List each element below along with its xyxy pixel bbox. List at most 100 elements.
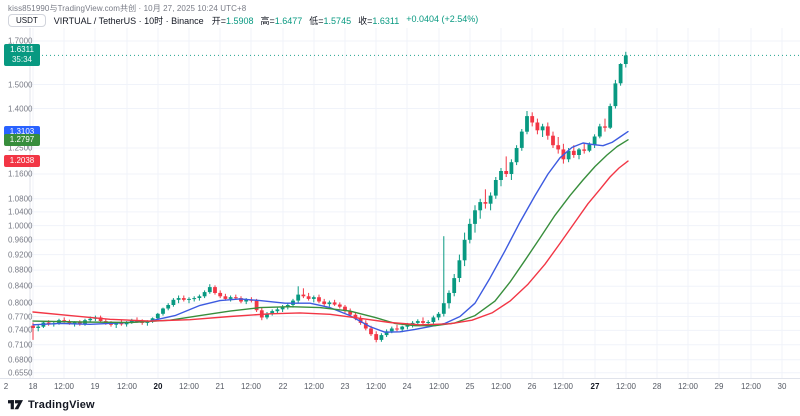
candle-body xyxy=(384,331,389,336)
price-tick-label: 0.8400 xyxy=(8,281,33,291)
candle-body xyxy=(608,106,613,128)
candle-body xyxy=(275,309,280,312)
price-tick-label: 1.4000 xyxy=(8,104,33,113)
candle-body xyxy=(67,322,72,324)
time-tick-label: 19 xyxy=(90,382,100,391)
candle-body xyxy=(509,162,514,174)
candle-body xyxy=(488,195,493,204)
candle-body xyxy=(166,305,171,309)
time-tick-label: 12:00 xyxy=(365,382,387,391)
candle-body xyxy=(244,299,249,302)
time-tick-label: 12:00 xyxy=(428,382,450,391)
time-tick-label: 23 xyxy=(340,382,350,391)
price-tick-label: 0.6550 xyxy=(8,368,33,378)
time-tick-label: 30 xyxy=(777,382,787,391)
candle-body xyxy=(327,302,332,305)
candlestick-chart[interactable] xyxy=(0,28,800,378)
candle-body xyxy=(192,298,197,300)
time-tick-label: 2 xyxy=(3,382,9,391)
time-tick-label: 26 xyxy=(527,382,537,391)
tradingview-logo-icon[interactable] xyxy=(8,399,23,412)
time-tick-label: 25 xyxy=(465,382,475,391)
time-tick-label: 12:00 xyxy=(178,382,200,391)
price-tick-label: 1.0800 xyxy=(8,194,33,204)
candle-body xyxy=(187,298,191,300)
candle-body xyxy=(493,180,498,196)
candle-body xyxy=(301,294,306,297)
candle-body xyxy=(150,318,155,321)
low-value: 低=1.5745 xyxy=(309,16,352,26)
price-tick-label: 0.7100 xyxy=(8,340,33,350)
price-tick-label: 1.0400 xyxy=(8,207,33,217)
time-tick-label: 12:00 xyxy=(740,382,762,391)
candle-body xyxy=(311,297,316,299)
price-tick-label: 0.8800 xyxy=(8,265,33,275)
candle-body xyxy=(228,297,233,299)
candle-body xyxy=(72,322,77,324)
price-tick-label: 1.2500 xyxy=(8,143,33,153)
candle-body xyxy=(462,239,467,261)
time-axis[interactable]: 2 18 12:00 19 12:00 20 12:00 21 12:00 22 12:00 23 12… xyxy=(0,378,800,395)
time-tick-label: 21 xyxy=(215,382,225,391)
time-tick-label: 12:00 xyxy=(53,382,75,391)
candle-body xyxy=(36,326,41,328)
candle-body xyxy=(129,320,134,322)
price-tick-label: 0.9600 xyxy=(8,235,33,245)
footer-bar: TradingView xyxy=(0,394,800,416)
candle-body xyxy=(400,326,405,330)
candle-body xyxy=(431,317,436,322)
candle-body xyxy=(353,314,358,319)
candle-body xyxy=(530,116,535,123)
currency-toggle-button[interactable]: USDT xyxy=(8,14,46,27)
time-tick-label: 12:00 xyxy=(303,382,325,391)
candle-body xyxy=(270,311,275,314)
candle-body xyxy=(202,292,207,297)
symbol-title[interactable]: VIRTUAL / TetherUS · 10时 · Binance xyxy=(53,16,204,26)
candle-body xyxy=(337,304,342,307)
time-tick-label: 22 xyxy=(278,382,288,391)
candle-body xyxy=(197,296,202,298)
candle-body xyxy=(363,322,368,329)
time-tick-label: 29 xyxy=(714,382,724,391)
candle-body xyxy=(582,149,587,151)
candle-body xyxy=(285,305,290,307)
candle-body xyxy=(421,321,425,323)
time-tick-label: 12:00 xyxy=(490,382,512,391)
candle-body xyxy=(223,296,228,299)
candle-body xyxy=(457,260,462,278)
price-tick-label: 0.6800 xyxy=(8,355,33,365)
candle-body xyxy=(478,202,483,211)
candle-body xyxy=(31,325,35,328)
candle-body xyxy=(109,323,113,325)
candle-body xyxy=(369,328,373,335)
candle-body xyxy=(514,148,519,163)
ma-red-badge: 1.2038 xyxy=(4,155,40,168)
candle-body xyxy=(577,149,581,155)
candle-body xyxy=(405,324,410,327)
candle-body xyxy=(483,202,488,204)
candle-body xyxy=(592,136,597,145)
candle-body xyxy=(265,313,269,318)
candle-body xyxy=(545,126,550,136)
current-price-badge: 1.6311 35:34 xyxy=(4,44,40,67)
price-scale[interactable]: 1.7000 1.5000 1.4000 1.2500 1.1600 1.0800 1.04… xyxy=(0,28,40,378)
time-tick-label: 28 xyxy=(652,382,662,391)
chart-pane[interactable] xyxy=(0,28,800,378)
candle-body xyxy=(452,278,457,293)
candle-body xyxy=(467,223,472,240)
price-tick-label: 1.5000 xyxy=(8,80,33,89)
candle-body xyxy=(525,116,529,132)
candle-body xyxy=(98,317,103,321)
ma-green-badge: 1.2797 xyxy=(4,133,40,146)
candle-body xyxy=(317,297,321,302)
candle-body xyxy=(114,322,119,325)
candle-body xyxy=(161,308,165,314)
close-value: 收=1.6311 xyxy=(358,16,400,26)
ma-blue-line xyxy=(32,130,629,333)
candle-body xyxy=(358,318,363,323)
high-value: 高=1.6477 xyxy=(260,16,303,26)
candle-body xyxy=(254,300,259,311)
time-tick-label: 18 xyxy=(28,382,38,391)
candle-body xyxy=(499,171,503,180)
candle-body xyxy=(306,296,311,299)
